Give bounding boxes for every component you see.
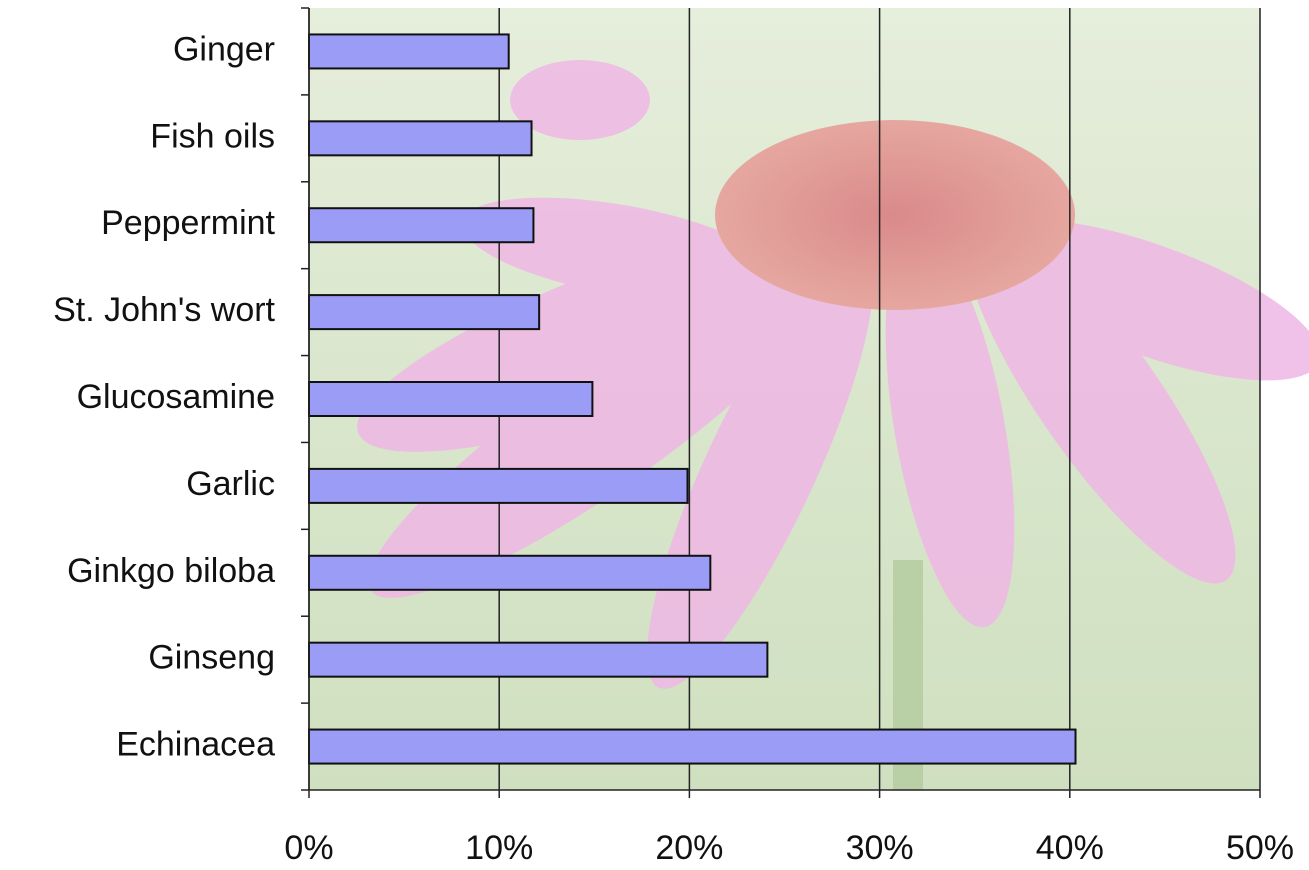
x-tick-label: 0%: [284, 829, 333, 867]
y-tick-label: Echinacea: [116, 726, 275, 764]
x-tick-label: 30%: [846, 829, 914, 867]
y-tick-label: Peppermint: [101, 204, 275, 242]
bar: [308, 207, 535, 244]
background-photo: [309, 8, 1309, 790]
bars: [308, 33, 1077, 765]
x-tick-label: 10%: [465, 829, 533, 867]
bar: [308, 728, 1077, 765]
y-tick-label: St. John's wort: [53, 291, 275, 329]
y-tick-label: Garlic: [186, 465, 275, 503]
x-tick-label: 40%: [1036, 829, 1104, 867]
y-tick-label: Fish oils: [150, 117, 275, 155]
y-tick-label: Ginseng: [148, 639, 275, 677]
y-tick-label: Ginger: [173, 30, 275, 68]
x-tick-label: 20%: [655, 829, 723, 867]
bar: [308, 294, 541, 331]
y-tick-label: Glucosamine: [77, 378, 275, 416]
bar: [308, 467, 689, 504]
bar: [308, 33, 510, 70]
bar: [308, 381, 594, 417]
bar: [308, 554, 712, 591]
bar: [308, 641, 769, 678]
y-tick-label: Ginkgo biloba: [67, 552, 275, 590]
bar: [308, 120, 533, 157]
x-tick-label: 50%: [1226, 829, 1294, 867]
